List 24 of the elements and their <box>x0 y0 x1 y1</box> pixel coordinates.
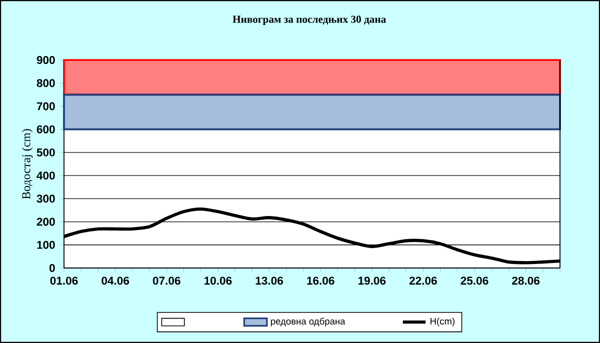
y-tick-label: 0 <box>49 264 55 272</box>
x-tick-label: 07.06 <box>152 276 180 285</box>
x-tick-label: 04.06 <box>102 276 130 285</box>
legend-label: редовна одбрана <box>270 318 346 326</box>
x-tick-label: 01.06 <box>50 276 78 285</box>
y-tick-label: 800 <box>36 79 55 88</box>
x-tick-label: 13.06 <box>256 276 283 285</box>
y-tick-label: 300 <box>36 194 55 203</box>
y-tick-label: 700 <box>36 102 55 110</box>
x-tick-label: 22.06 <box>409 276 437 285</box>
y-tick-label: 600 <box>36 125 55 134</box>
y-tick-label: 100 <box>37 240 55 249</box>
y-tick-label: 400 <box>36 172 55 180</box>
x-tick-label: 16.06 <box>307 276 334 285</box>
y-axis-title: Водостај (cm) <box>22 129 33 200</box>
legend-label: H(cm) <box>430 318 455 326</box>
y-tick-label: 500 <box>36 148 55 156</box>
x-tick-label: 19.06 <box>358 276 386 285</box>
y-tick-label: 200 <box>36 218 55 226</box>
chart-title: Нивограм за последњих 30 дана <box>232 16 386 26</box>
x-tick-label: 28.06 <box>512 276 540 285</box>
y-tick-label: 900 <box>36 56 55 64</box>
x-tick-label: 10.06 <box>204 276 232 285</box>
x-tick-label: 25.06 <box>460 276 488 285</box>
